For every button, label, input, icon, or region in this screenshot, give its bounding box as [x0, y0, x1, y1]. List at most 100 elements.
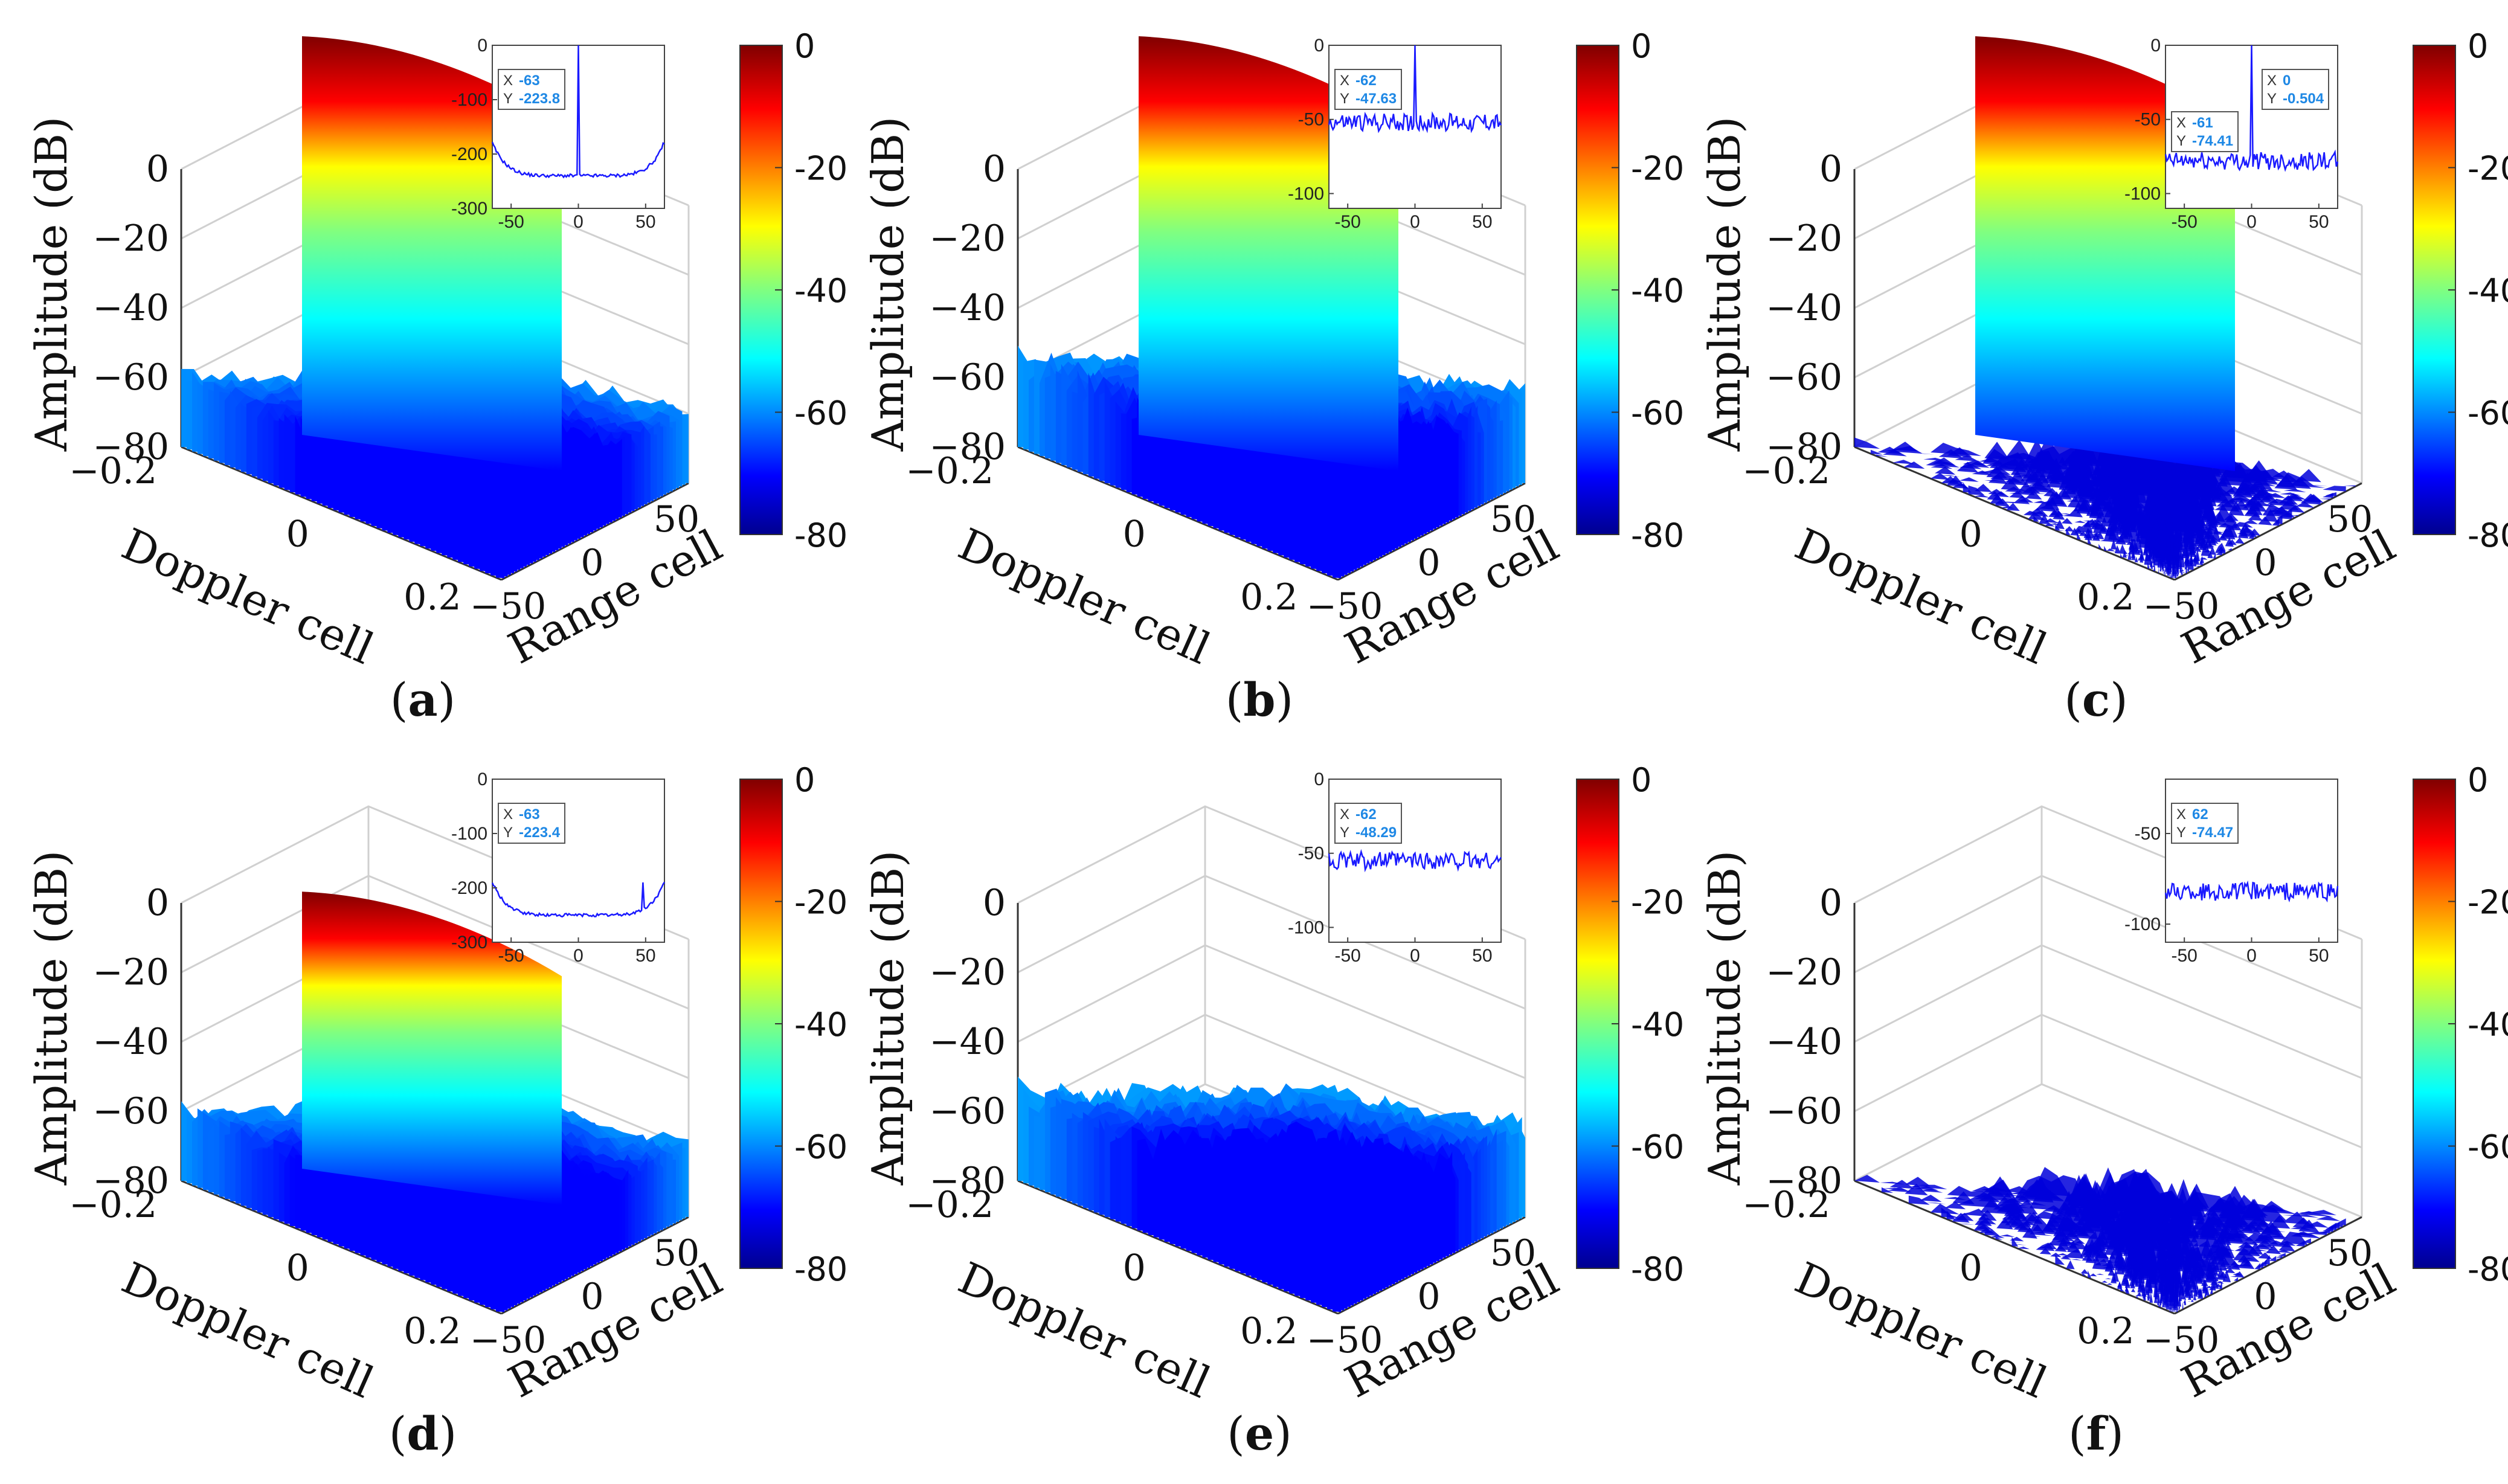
panel-b: 0 −20 −40 −60 −80−0.2 0 0.2 50 0 −50 Amplitude (dB…: [863, 27, 1684, 727]
surface-strip: [2115, 1258, 2210, 1296]
doppler-tick-label: −0.2: [1742, 450, 1830, 492]
z-tick-label: −20: [929, 217, 1006, 260]
inset-x-tick-label: -50: [498, 946, 524, 966]
inset-x-tick-label: 50: [635, 946, 655, 966]
z-axis-title: Amplitude (dB): [1699, 850, 1750, 1186]
z-tick-label: −60: [929, 356, 1006, 399]
inset-plot: -50 0 50 -50 -100 X 62 Y -74.47: [2124, 779, 2339, 966]
inset-y-tick-label: -50: [2135, 824, 2161, 844]
z-tick-label: −60: [92, 356, 169, 399]
inset-y-tick-label: -100: [2124, 184, 2161, 204]
inset-x-tick-label: 50: [2309, 212, 2329, 232]
z-gridline: [1017, 875, 1526, 1010]
panel-label-letter: f: [2086, 1407, 2109, 1460]
surface: [1018, 1076, 1525, 1312]
panel-label-open: (: [389, 1407, 407, 1460]
inset-series-line: [1328, 849, 1502, 873]
datatip-x-value: -62: [1355, 72, 1377, 89]
colorbar-tick-label: -60: [1631, 394, 1684, 432]
z-tick-label: 0: [1819, 882, 1842, 924]
z-tick-label: −60: [929, 1090, 1006, 1132]
inset-x-tick-label: -50: [2171, 212, 2197, 232]
panel-label-open: (: [2064, 673, 2082, 727]
datatip-y-label: Y: [1340, 824, 1349, 841]
z-axis-title: Amplitude (dB): [26, 850, 77, 1186]
surface-strip: [2120, 1262, 2207, 1297]
inset-series-line: [2164, 45, 2339, 172]
inset-y-tick-label: 0: [1314, 769, 1324, 789]
doppler-tick-label: −0.2: [1742, 1184, 1830, 1226]
inset-x-tick-label: 50: [635, 212, 655, 232]
panel-label: (d): [389, 1407, 457, 1460]
datatip: X -62 Y -48.29: [1334, 803, 1402, 844]
surface-strip: [496, 449, 505, 579]
panel-f: 0 −20 −40 −60 −80−0.2 0 0.2 50 0 −50 Amplitude (dB…: [1699, 761, 2508, 1460]
colorbar-tick-label: -80: [1631, 1250, 1684, 1288]
range-tick-label: 0: [1417, 1276, 1440, 1318]
z-tick-label: −80: [929, 426, 1006, 468]
surface-strip: [1984, 479, 2286, 523]
colorbar-tick-label: -60: [794, 394, 847, 432]
surface-strip: [2153, 1271, 2187, 1308]
datatip-x-label: X: [503, 806, 513, 823]
doppler-tick-label: −0.2: [905, 450, 994, 492]
panel-label-open: (: [1226, 673, 1244, 727]
datatip-box: [2171, 111, 2239, 152]
z-axis-title: Amplitude (dB): [863, 117, 913, 452]
datatip: X -61 Y -74.41: [2171, 111, 2239, 152]
range-tick-label: 50: [2327, 498, 2373, 541]
surface-strip: [2164, 1273, 2181, 1311]
datatip-box: [1334, 803, 1402, 844]
colorbar-tick-label: -80: [2468, 1250, 2508, 1288]
colorbar-tick-label: -60: [1631, 1128, 1684, 1166]
doppler-axis-title: Doppler cell: [951, 518, 1218, 674]
inset-x-tick-label: 50: [1472, 212, 1492, 232]
inset-y-tick-label: -100: [1288, 184, 1324, 204]
panel-c: 0 −20 −40 −60 −80−0.2 0 0.2 50 0 −50 Amplitude (dB…: [1699, 27, 2508, 727]
inset-y-tick-label: -100: [2124, 914, 2161, 934]
range-tick-label: −50: [470, 585, 547, 628]
inset-series-line: [1328, 45, 1502, 133]
inset-y-tick-label: 0: [477, 769, 487, 789]
colorbar-tick-label: -20: [1631, 150, 1684, 188]
doppler-axis-line: [181, 446, 502, 581]
z-tick-label: −80: [1766, 426, 1842, 468]
z-tick-label: −40: [92, 1021, 169, 1063]
datatip-y-value: -47.63: [1355, 91, 1397, 107]
panel-label-close: ): [2106, 1407, 2124, 1460]
surface-strip: [2158, 536, 2184, 575]
inset-y-tick-label: -50: [2135, 110, 2161, 130]
inset-y-tick-label: -200: [451, 878, 487, 898]
datatip: X -63 Y -223.4: [498, 803, 565, 844]
datatip-x-label: X: [2267, 72, 2277, 89]
datatip-x-value: -61: [2192, 115, 2213, 131]
inset-x-tick-label: -50: [2171, 946, 2197, 966]
surface-strip: [1995, 1215, 2280, 1260]
z-tick-label: 0: [146, 882, 169, 924]
datatip: X -63 Y -223.8: [498, 69, 565, 110]
colorbar-tick-label: 0: [2468, 761, 2488, 799]
doppler-tick-label: −0.2: [905, 1184, 994, 1226]
z-tick-label: −60: [1766, 1090, 1842, 1132]
surface: [1854, 1167, 2362, 1312]
colorbar-tick-label: -20: [794, 884, 847, 922]
datatip: X 62 Y -74.47: [2171, 803, 2239, 844]
inset-x-tick-label: 0: [1410, 946, 1420, 966]
inset-y-tick-label: 0: [1314, 36, 1324, 56]
colorbar-tick-label: -40: [794, 272, 847, 310]
inset-x-tick-label: 0: [573, 212, 584, 232]
doppler-tick-label: 0: [1960, 513, 1982, 556]
datatip-y-label: Y: [2176, 133, 2186, 149]
colorbar-tick-label: -40: [2468, 1006, 2508, 1044]
surface-strip: [1333, 457, 1342, 579]
datatip-x-value: -63: [519, 806, 540, 823]
range-tick-label: −50: [2143, 585, 2220, 628]
doppler-tick-label: −0.2: [69, 1184, 157, 1226]
panel-label-close: ): [1276, 673, 1294, 727]
datatip: X 0Y -0.504: [2262, 69, 2329, 110]
surface-strip: [2001, 489, 2277, 528]
z-axis-title: Amplitude (dB): [863, 850, 913, 1186]
inset-y-tick-label: -100: [451, 824, 487, 844]
